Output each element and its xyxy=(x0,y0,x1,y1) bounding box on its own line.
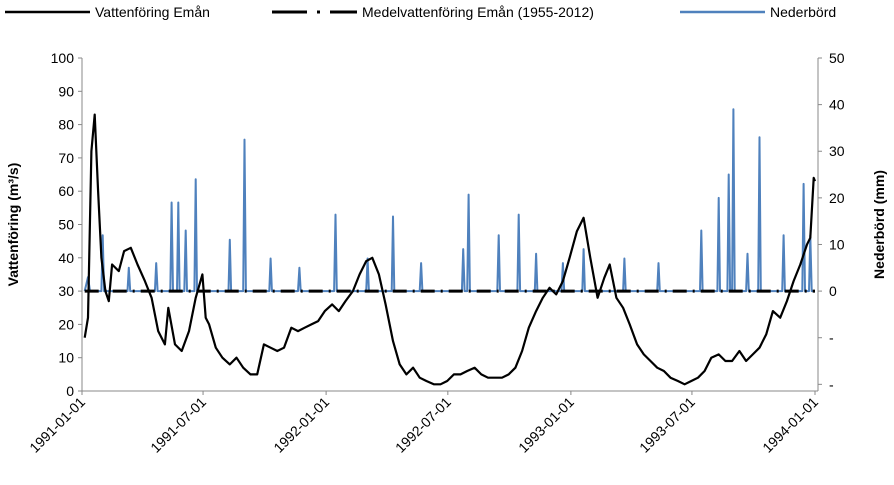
legend-label: Nederbörd xyxy=(770,4,836,20)
legend-item: Medelvattenföring Emån (1955-2012) xyxy=(272,4,594,20)
y-axis-title: Vattenföring (m³/s) xyxy=(5,163,21,287)
y2-tick-label: - xyxy=(829,376,834,392)
y-tick-label: 20 xyxy=(58,316,74,332)
y2-axis-title: Nederbörd (mm) xyxy=(871,170,887,279)
legend-item: Nederbörd xyxy=(680,4,836,20)
x-tick-label: 1994-01-01 xyxy=(759,394,821,456)
y-tick-label: 60 xyxy=(58,183,74,199)
series-line xyxy=(83,108,815,293)
legend-label: Medelvattenföring Emån (1955-2012) xyxy=(362,4,594,20)
y-tick-label: 70 xyxy=(58,150,74,166)
legend-item: Vattenföring Emån xyxy=(5,4,210,20)
y-tick-label: 80 xyxy=(58,117,74,133)
y2-tick-label: 40 xyxy=(829,97,845,113)
x-tick-label: 1992-01-01 xyxy=(270,394,332,456)
series-line xyxy=(83,113,817,386)
y-tick-label: 100 xyxy=(51,50,75,66)
y-tick-label: 30 xyxy=(58,283,74,299)
y2-tick-label: 20 xyxy=(829,190,845,206)
x-tick-label: 1991-07-01 xyxy=(147,394,209,456)
y2-tick-label: 10 xyxy=(829,236,845,252)
x-tick-label: 1993-01-01 xyxy=(515,394,577,456)
y-tick-label: 90 xyxy=(58,83,74,99)
y-tick-label: 0 xyxy=(66,383,74,399)
x-tick-label: 1993-07-01 xyxy=(636,394,698,456)
y-tick-label: 10 xyxy=(58,350,74,366)
y2-tick-label: 30 xyxy=(829,143,845,159)
y2-tick-label: - xyxy=(829,330,834,346)
y-tick-label: 40 xyxy=(58,250,74,266)
x-tick-label: 1991-01-01 xyxy=(26,394,88,456)
y-tick-label: 50 xyxy=(58,217,74,233)
x-tick-label: 1992-07-01 xyxy=(392,394,454,456)
legend-label: Vattenföring Emån xyxy=(95,4,210,20)
y2-tick-label: 0 xyxy=(829,283,837,299)
y2-tick-label: 50 xyxy=(829,50,845,66)
